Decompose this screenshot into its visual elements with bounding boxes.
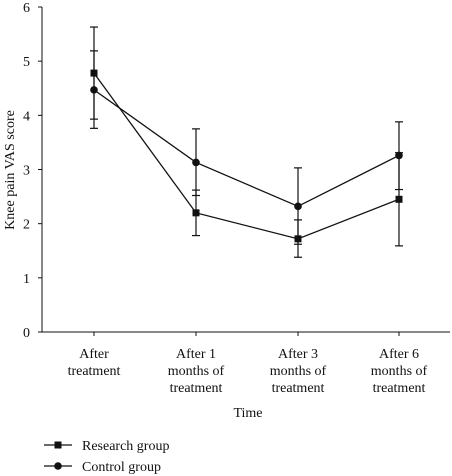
legend-marker-square bbox=[54, 441, 62, 449]
y-axis-title: Knee pain VAS score bbox=[3, 110, 18, 230]
series-control-group bbox=[90, 26, 403, 245]
series-layer bbox=[90, 26, 403, 258]
y-tick-label: 4 bbox=[23, 109, 30, 124]
series-research-group bbox=[90, 50, 403, 258]
y-tick-label: 3 bbox=[23, 164, 30, 179]
series-line bbox=[93, 72, 400, 240]
legend-label: Research group bbox=[82, 439, 169, 454]
data-point-square bbox=[395, 195, 403, 203]
legend-item: Control group bbox=[44, 460, 161, 475]
y-tick-label: 6 bbox=[23, 1, 30, 16]
y-tick-label: 2 bbox=[23, 218, 30, 233]
x-axis-ticks: After treatment After 1 months of treatment A… bbox=[68, 332, 428, 396]
x-tick-label: After 3 months of treatment bbox=[270, 347, 327, 396]
x-tick-label: After treatment bbox=[68, 347, 121, 379]
y-tick-label: 1 bbox=[23, 272, 30, 287]
x-axis-title: Time bbox=[233, 406, 262, 421]
y-axis-ticks: 0 1 2 3 4 5 6 bbox=[23, 1, 42, 341]
data-point-circle bbox=[395, 151, 403, 160]
data-point-circle bbox=[192, 158, 200, 167]
axes bbox=[41, 7, 450, 333]
y-tick-label: 0 bbox=[23, 326, 30, 341]
legend: Research group Control group bbox=[44, 439, 169, 475]
x-tick-label: After 1 months of treatment bbox=[168, 347, 225, 396]
data-point-circle bbox=[294, 202, 302, 211]
legend-label: Control group bbox=[82, 460, 161, 475]
data-point-square bbox=[192, 209, 200, 217]
legend-marker-circle bbox=[54, 462, 62, 470]
data-point-circle bbox=[90, 86, 98, 94]
series-line bbox=[93, 89, 400, 208]
x-tick-label: After 6 months of treatment bbox=[371, 347, 428, 396]
legend-item: Research group bbox=[44, 439, 169, 454]
y-tick-label: 5 bbox=[23, 55, 30, 70]
